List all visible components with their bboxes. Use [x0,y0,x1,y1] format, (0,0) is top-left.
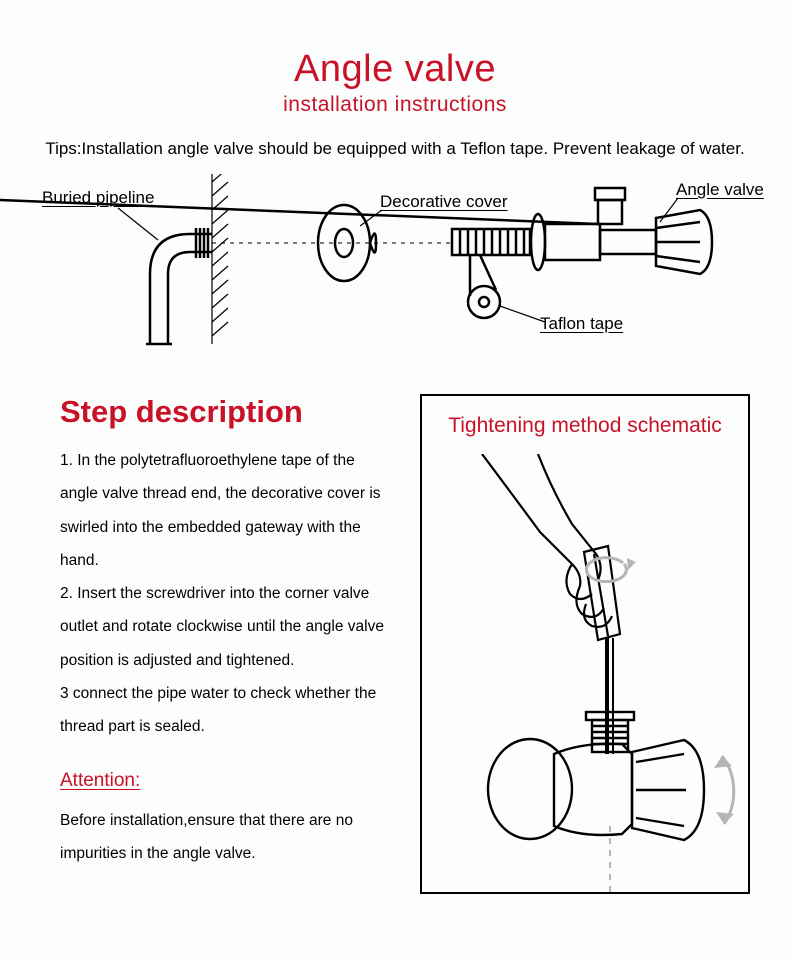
page-title: Angle valve [0,0,790,91]
attention-title: Attention: [60,770,394,792]
schematic-title: Tightening method schematic [422,396,748,440]
page-subtitle: installation instructions [0,93,790,117]
steps-column: Step description 1. In the polytetrafluo… [60,394,394,894]
tips-text: Tips:Installation angle valve should be … [0,135,790,164]
steps-body: 1. In the polytetrafluoroethylene tape o… [60,444,394,744]
parts-diagram: Buried pipeline Decorative cover Angle v… [0,174,790,364]
parts-diagram-svg [0,174,790,364]
schematic-panel: Tightening method schematic [420,394,750,894]
attention-text: Before installation,ensure that there ar… [60,804,394,871]
steps-title: Step description [60,394,394,430]
schematic-svg [422,454,748,894]
